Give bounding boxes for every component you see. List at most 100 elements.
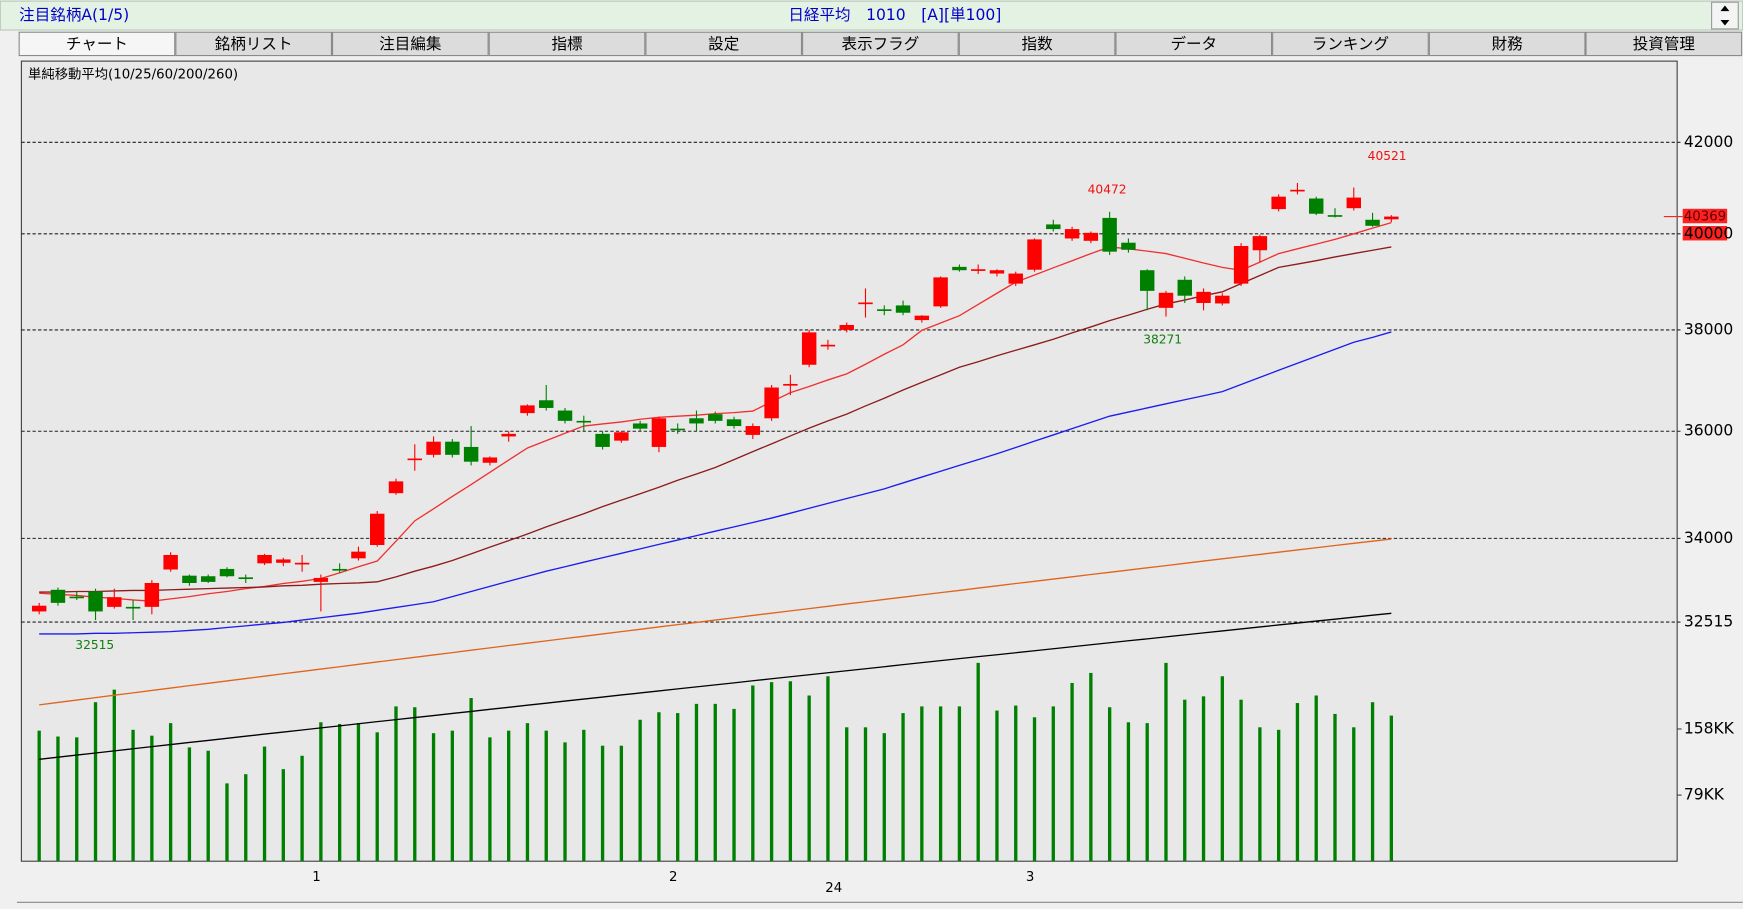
tab-label[interactable]: 財務 (1492, 35, 1524, 53)
volume-bar (1089, 672, 1093, 862)
tab-label[interactable]: ランキング (1312, 35, 1389, 53)
volume-bar (319, 722, 323, 862)
candle-body (1139, 270, 1155, 291)
candle-body (1327, 215, 1343, 217)
candle-body (1384, 216, 1399, 220)
tab[interactable] (1428, 31, 1586, 57)
volume-bar (638, 719, 642, 862)
candle-body (1121, 242, 1136, 250)
volume-bar (976, 662, 980, 862)
y2-tick-label: 158KK (1684, 719, 1735, 737)
candle-body (369, 513, 385, 546)
candle-body (877, 309, 892, 311)
volume-bar (375, 732, 379, 862)
tab-label[interactable]: データ (1170, 34, 1217, 53)
volume-bar (732, 708, 736, 862)
volume-bar (1164, 662, 1168, 862)
volume-bar (676, 713, 680, 862)
volume-bar (1220, 676, 1224, 862)
volume-bar (300, 755, 304, 862)
volume-bar (507, 730, 511, 862)
candle-body (200, 576, 216, 582)
plot: 32515 34000 36000 38000 40000 42000 79KK 158KK 4… (21, 133, 1735, 896)
tab-label[interactable]: 銘柄リスト (215, 35, 293, 53)
candle-body (539, 400, 554, 408)
candle-body (445, 441, 460, 455)
volume-bar (1258, 727, 1262, 862)
candle-body (989, 270, 1005, 274)
volume-bar (150, 735, 154, 862)
candle-body (144, 582, 160, 607)
volume-bar (1389, 715, 1394, 862)
candle-body (313, 577, 329, 582)
tab[interactable] (488, 31, 646, 57)
candle-body (31, 605, 47, 612)
volume-bar (713, 703, 717, 862)
candle-body (520, 405, 535, 414)
candle-body (1158, 292, 1174, 308)
tab[interactable] (958, 31, 1116, 57)
candle-body (1215, 295, 1230, 304)
tab-label[interactable]: 注目編集 (379, 35, 442, 53)
tab[interactable] (331, 31, 489, 57)
candle-body (482, 457, 498, 463)
volume-bar (206, 750, 210, 862)
tab-bar: チャート 銘柄リスト 注目編集 指標 設定 表示フラグ 指数 データ ランキング 財務 投資管理 (18, 31, 1743, 57)
tab[interactable] (18, 31, 176, 57)
tab[interactable] (1272, 31, 1429, 57)
tab-label[interactable]: 指標 (551, 35, 583, 53)
candle-body (163, 554, 178, 570)
volume-bar (1239, 699, 1243, 862)
candle-body (50, 589, 66, 603)
volume-bar (131, 729, 135, 862)
volume-bar (563, 742, 567, 862)
tab[interactable] (1585, 31, 1743, 57)
tab-label[interactable]: 指数 (1022, 35, 1054, 53)
candle-body (858, 302, 873, 305)
volume-bar (1295, 703, 1300, 862)
candle-body (1290, 189, 1305, 192)
y-tick-label: 36000 (1684, 422, 1733, 440)
volume-bar (394, 706, 398, 862)
candle-body (745, 426, 761, 435)
candle-body (670, 428, 685, 431)
candle-body (1083, 232, 1099, 241)
volume-bar (1032, 717, 1037, 862)
tab[interactable] (802, 31, 959, 57)
tab[interactable] (175, 31, 332, 57)
candle-body (933, 277, 948, 307)
volume-bar (1126, 722, 1131, 862)
candle-body (1177, 279, 1192, 296)
tab-label[interactable]: 投資管理 (1633, 35, 1696, 53)
volume-bar (225, 783, 229, 862)
tab[interactable] (645, 31, 803, 57)
candle-body (294, 562, 310, 565)
volume-bar (619, 745, 624, 862)
tab-label[interactable]: 設定 (708, 35, 739, 53)
volume-bar (657, 712, 661, 862)
candle-body (388, 481, 404, 494)
volume-bar (187, 747, 192, 862)
candle-body (1346, 197, 1362, 209)
volume-bar (882, 733, 886, 862)
volume-bar (1070, 682, 1074, 862)
spinner-arrows (1720, 5, 1730, 26)
candle-body (783, 383, 798, 386)
candle-body (651, 418, 667, 447)
volume-bar (1183, 699, 1187, 862)
tab-label[interactable]: 表示フラグ (842, 35, 920, 53)
moving-average-line (39, 538, 1392, 706)
index-info: 日経平均 1010 [A][単100] (788, 6, 1001, 24)
volume-bar (1352, 727, 1356, 862)
volume-bar (488, 737, 492, 862)
tab[interactable] (1115, 31, 1273, 57)
low-annotation: 32515 (75, 638, 114, 652)
screen-title: 注目銘柄A(1/5) (19, 6, 129, 24)
candle-body (689, 418, 704, 424)
volume-bar (262, 746, 267, 862)
y-tick-label: 32515 (1684, 613, 1733, 631)
tab-label[interactable]: チャート (66, 35, 128, 53)
candle-body (463, 446, 479, 462)
tick-highlight (1682, 225, 1728, 241)
